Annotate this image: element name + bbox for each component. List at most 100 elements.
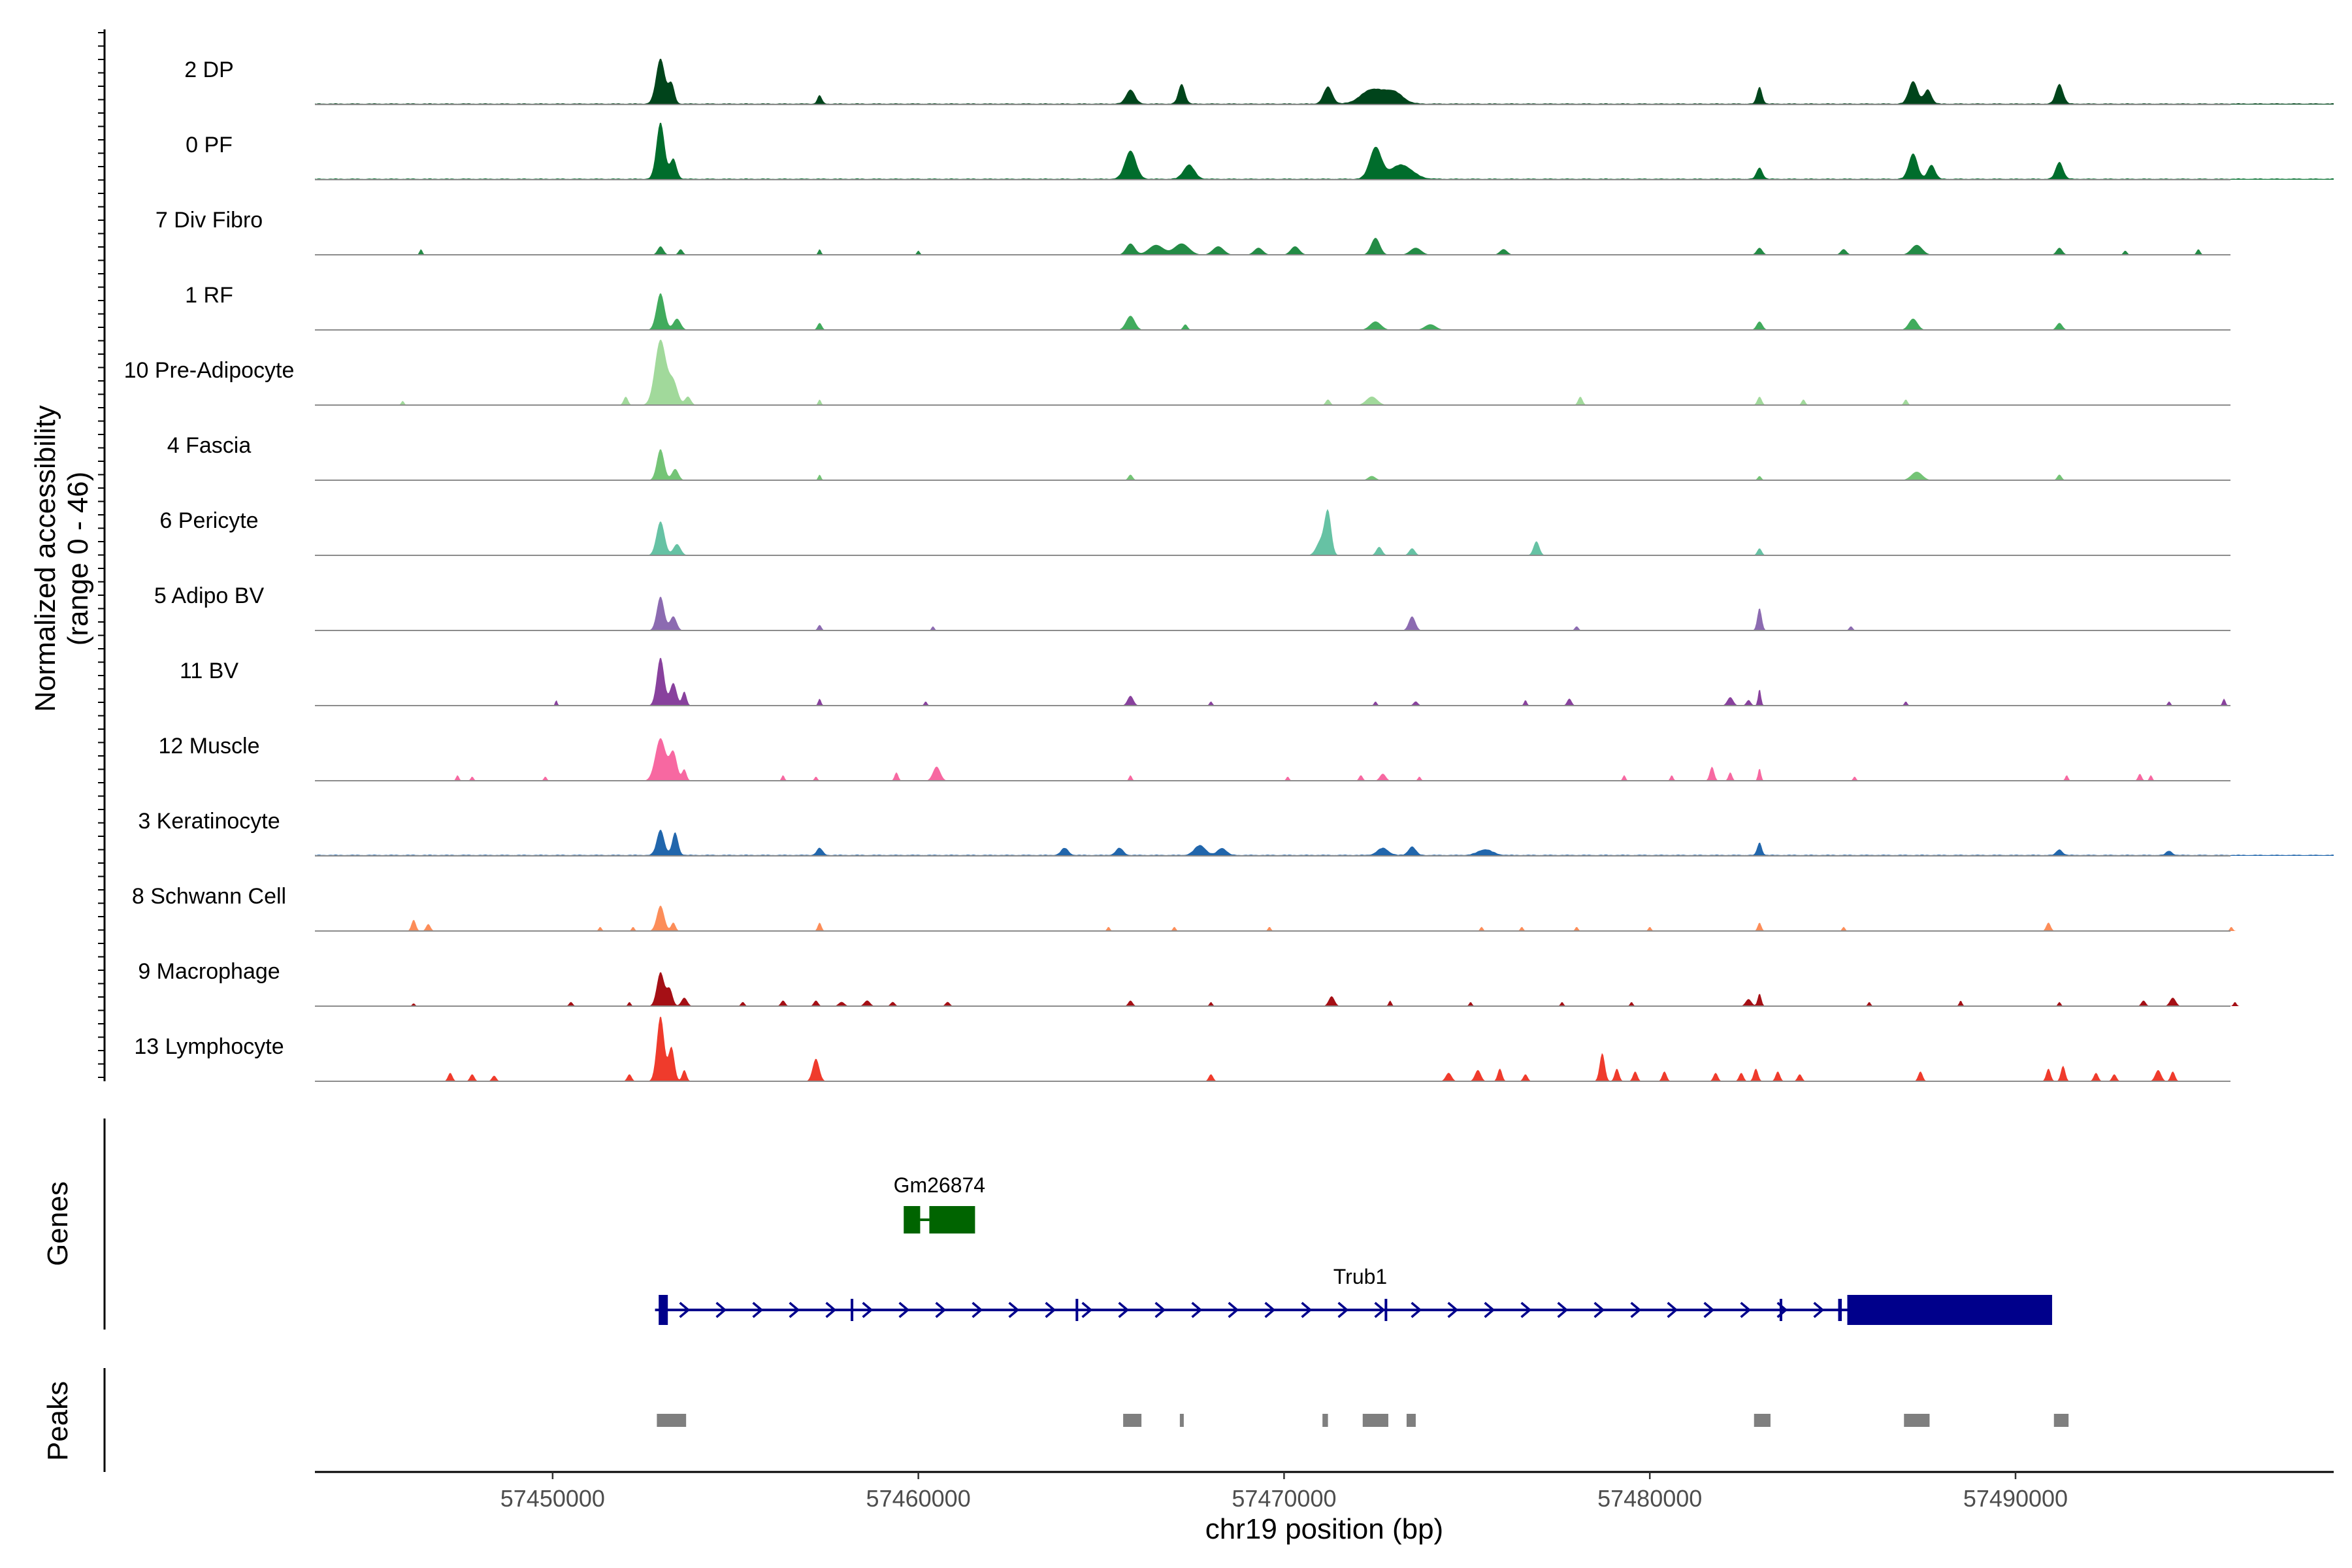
peak-region [2053,1414,2069,1427]
peak-region [1179,1414,1184,1427]
track-0-pf: 0 PF [186,122,2334,180]
x-tick-label: 57460000 [866,1485,971,1512]
track-label: 6 Pericyte [159,508,258,533]
strand-arrow [1337,1301,1349,1318]
peak-region [657,1414,687,1427]
gene-annotations: Gm26874 Trub1 [655,1173,2052,1325]
track-4-fascia: 4 Fascia [167,433,2334,481]
coverage-area [315,293,2334,330]
coverage-area [315,340,2334,405]
y-axis-title-line2: (range 0 - 46) [62,472,94,646]
gene-exon [904,1206,921,1233]
coverage-area [315,830,2334,856]
peak-region [1123,1414,1142,1427]
gene-exon [851,1299,854,1321]
strand-arrow [972,1301,983,1318]
x-tick-label: 57450000 [500,1485,605,1512]
strand-arrow [1411,1301,1422,1318]
peak-region [1362,1414,1388,1427]
gene-label: Gm26874 [894,1173,986,1197]
coverage-area [315,972,2334,1006]
coverage-area [315,449,2334,480]
coverage-area [315,1017,2334,1081]
strand-arrow [1191,1301,1203,1318]
strand-arrow [1667,1301,1678,1318]
track-label: 10 Pre-Adipocyte [124,358,295,383]
strand-arrow [1154,1301,1166,1318]
track-1-rf: 1 RF [185,283,2334,331]
track-8-schwann-cell: 8 Schwann Cell [132,884,2334,932]
strand-arrow [825,1301,837,1318]
track-9-macrophage: 9 Macrophage [138,959,2334,1007]
x-tick-label: 57490000 [1963,1485,2068,1512]
peak-regions [657,1414,2069,1427]
track-7-div-fibro: 7 Div Fibro [155,208,2334,255]
strand-arrow [1118,1301,1130,1318]
coverage-tracks: 2 DP 0 PF 7 Div Fibro 1 RF 10 Pre-Adipocyte 4… [124,57,2334,1082]
peak-region [1322,1414,1328,1427]
strand-arrow [1264,1301,1276,1318]
genes-panel-label: Genes [42,1181,74,1266]
track-5-adipo-bv: 5 Adipo BV [154,583,2334,631]
y-axis-title-line1: Normalized accessibility [29,405,61,711]
coverage-area [315,906,2334,931]
track-label: 2 DP [184,57,234,82]
peak-region [1904,1414,1930,1427]
x-axis-title: chr19 position (bp) [1205,1513,1443,1545]
x-axis-ticks: 57450000 57460000 57470000 57480000 57490000 [500,1472,2068,1512]
gene-trub1: Trub1 [655,1265,2052,1325]
coverage-area [315,658,2334,706]
coverage-area [315,508,2334,555]
track-label: 7 Div Fibro [155,208,263,233]
peak-region [1754,1414,1771,1427]
track-11-bv: 11 BV [180,658,2334,706]
track-label: 3 Keratinocyte [138,809,280,834]
coverage-area [315,738,2334,781]
gene-exon [1384,1299,1388,1321]
strand-arrow [1593,1301,1605,1318]
gene-exon [1838,1299,1842,1321]
track-12-muscle: 12 Muscle [159,734,2334,781]
track-13-lymphocyte: 13 Lymphocyte [134,1017,2334,1082]
strand-arrow [1301,1301,1313,1318]
coverage-area [315,58,2334,105]
gene-label: Trub1 [1333,1265,1387,1288]
strand-arrow [1008,1301,1020,1318]
coverage-y-axis-ticks [98,32,105,1078]
peak-region [1406,1414,1416,1427]
strand-arrow [935,1301,947,1318]
coverage-area [315,238,2334,255]
strand-arrow [1081,1301,1093,1318]
coverage-area [315,122,2334,180]
strand-arrow [1484,1301,1495,1318]
gene-exon [659,1295,668,1325]
track-label: 5 Adipo BV [154,583,265,608]
track-label: 4 Fascia [167,433,252,458]
track-label: 13 Lymphocyte [134,1034,284,1059]
x-tick-label: 57480000 [1597,1485,1702,1512]
track-10-pre-adipocyte: 10 Pre-Adipocyte [124,340,2334,406]
strand-arrow [679,1301,691,1318]
strand-arrow [1557,1301,1569,1318]
gene-exon [929,1206,975,1233]
strand-arrow [1447,1301,1459,1318]
strand-arrow [1703,1301,1715,1318]
strand-arrow [752,1301,764,1318]
gene-exon [1847,1295,2052,1325]
track-6-pericyte: 6 Pericyte [159,508,2334,556]
strand-arrow [1374,1301,1386,1318]
strand-arrow [862,1301,874,1318]
track-label: 1 RF [185,283,233,308]
strand-arrow [1520,1301,1532,1318]
strand-arrow [1740,1301,1752,1318]
track-label: 12 Muscle [159,734,260,759]
track-label: 11 BV [180,659,238,683]
strand-arrow [1228,1301,1239,1318]
gene-gm26874: Gm26874 [894,1173,986,1233]
x-tick-label: 57470000 [1232,1485,1336,1512]
strand-arrow [1630,1301,1642,1318]
strand-arrow [898,1301,910,1318]
coverage-area [315,596,2334,630]
gene-exon [1779,1299,1782,1321]
